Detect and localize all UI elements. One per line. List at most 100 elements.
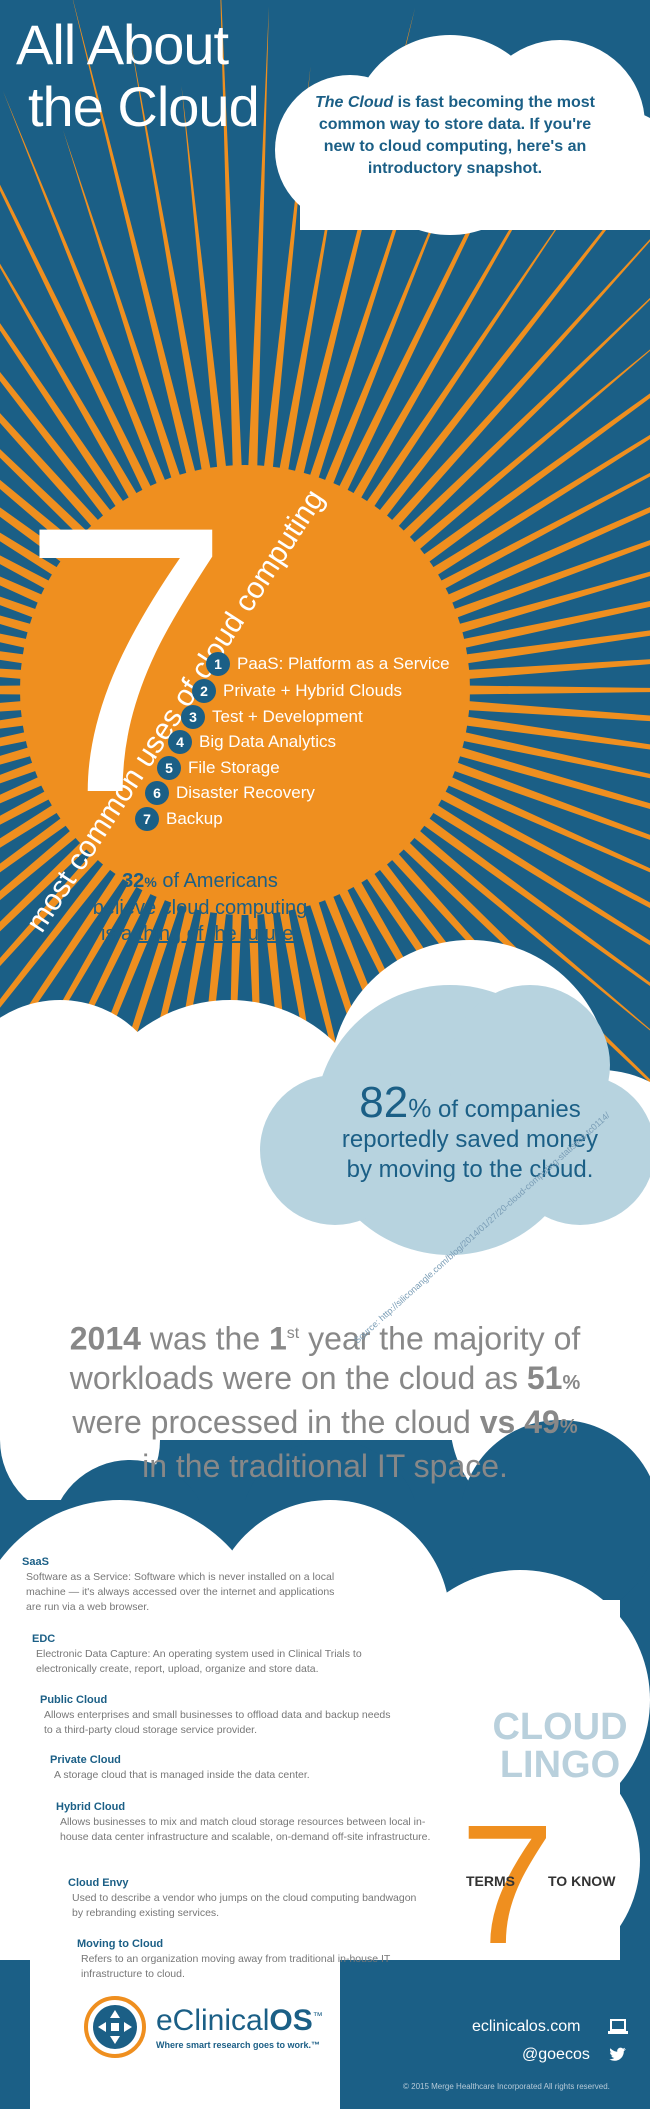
- main-title: All About the Cloud: [16, 13, 260, 138]
- workloads-stat: 2014 was the 1st year the majority of wo…: [60, 1314, 590, 1486]
- future-line-3: is a: [101, 923, 133, 945]
- term-name: Hybrid Cloud: [56, 1801, 126, 1813]
- savings-value: 82: [359, 1078, 409, 1127]
- sun-ray: [62, 129, 185, 492]
- use-label: Disaster Recovery: [176, 783, 315, 802]
- website-link[interactable]: eclinicalos.com: [472, 2018, 581, 2035]
- future-line-1: of Americans: [162, 870, 278, 892]
- use-number: 4: [168, 730, 192, 754]
- sun-ray: [3, 91, 171, 498]
- sun-ray: [0, 532, 70, 583]
- sun-ray: [449, 601, 650, 651]
- workloads-text-4: in the traditional IT space.: [142, 1447, 508, 1484]
- term-desc: Allows enterprises and small businesses …: [44, 1709, 391, 1736]
- workloads-first-sup: st: [286, 1325, 300, 1342]
- use-label: Test + Development: [212, 707, 363, 726]
- sun-ray: [420, 797, 650, 946]
- intro-body: is fast becoming the most common way to …: [318, 94, 596, 177]
- sun-ray: [412, 393, 650, 571]
- sun-ray: [0, 449, 98, 548]
- use-number: 2: [192, 679, 216, 703]
- use-item: 2 Private + Hybrid Clouds: [192, 679, 402, 703]
- sun-ray: [0, 184, 158, 504]
- term-name: Moving to Cloud: [77, 1938, 164, 1950]
- use-item: 7 Backup: [135, 807, 223, 831]
- savings-stat: 82% of companies reportedly saved money …: [300, 1081, 640, 1185]
- sun-ray: [72, 0, 199, 488]
- lingo-cloud: [0, 1500, 650, 2010]
- use-item: 1 PaaS: Platform as a Service: [206, 652, 450, 676]
- savings-unit: %: [408, 1093, 432, 1123]
- sun-ray: [402, 821, 650, 1031]
- workloads-it-percent: 49: [524, 1403, 560, 1440]
- sun-ray: [0, 797, 70, 848]
- copyright: © 2015 Merge Healthcare Incorporated All…: [403, 2082, 610, 2091]
- future-value: 32: [122, 870, 145, 892]
- sun-ray: [0, 821, 88, 901]
- sun-ray: [454, 685, 650, 695]
- term-entry: Moving to Cloud Refers to an organizatio…: [77, 1938, 437, 1982]
- savings-line-3: by moving to the cloud.: [346, 1156, 594, 1183]
- sun-ray: [392, 297, 650, 548]
- future-underline-text: thing of the future.: [137, 923, 299, 945]
- sun-ray: [220, 0, 243, 481]
- sun-ray: [0, 842, 108, 967]
- use-label: Private + Hybrid Clouds: [223, 681, 403, 700]
- brand-bold-text: OS: [269, 2004, 313, 2037]
- term-name: EDC: [32, 1633, 56, 1645]
- sun-ray: [247, 6, 269, 481]
- term-desc: Refers to an organization moving away fr…: [81, 1953, 391, 1980]
- sun-ray: [434, 506, 650, 609]
- sun-ray: [0, 323, 132, 519]
- use-label: PaaS: Platform as a Service: [237, 654, 450, 673]
- savings-line-1: of companies: [438, 1096, 581, 1123]
- use-item: 3 Test + Development: [181, 705, 363, 729]
- lingo-heading: CLOUD LINGO: [470, 1708, 650, 1784]
- laptop-icon: [608, 2019, 628, 2034]
- term-name: Public Cloud: [40, 1694, 108, 1706]
- sun-ray: [454, 659, 650, 680]
- logo-icon: [84, 1996, 146, 2058]
- sun-ray: [440, 540, 650, 623]
- workloads-cloud-unit: %: [562, 1371, 581, 1394]
- workloads-text-3: were processed in the cloud: [72, 1403, 471, 1440]
- term-entry: EDC Electronic Data Capture: An operatin…: [32, 1633, 362, 1677]
- title-line-2: the Cloud: [28, 75, 260, 138]
- term-entry: Hybrid Cloud Allows businesses to mix an…: [56, 1801, 436, 1845]
- twitter-bird-icon: [609, 2047, 626, 2061]
- use-item: 4 Big Data Analytics: [168, 730, 336, 754]
- workloads-text-2: year the majority of workloads were on t…: [69, 1320, 581, 1396]
- sun-ray: [129, 35, 214, 485]
- term-entry: Private Cloud A storage cloud that is ma…: [50, 1754, 380, 1783]
- savings-line-2: reportedly saved money: [341, 1126, 599, 1153]
- use-label: Big Data Analytics: [199, 732, 337, 751]
- use-item: 5 File Storage: [157, 756, 280, 780]
- term-name: SaaS: [22, 1556, 49, 1568]
- sun-ray: [434, 771, 650, 873]
- sun-ray: [382, 239, 650, 538]
- lingo-heading-line-2: LINGO: [499, 1744, 621, 1786]
- workloads-vs: vs: [479, 1403, 516, 1440]
- use-number: 6: [145, 781, 169, 805]
- twitter-link[interactable]: @goecos: [522, 2046, 590, 2063]
- use-number: 1: [206, 652, 230, 676]
- sun-ray: [358, 185, 585, 519]
- intro-cloud: [275, 35, 650, 235]
- brand-name: eClinicalOS™: [156, 2004, 323, 2038]
- term-desc: Software as a Service: Software which is…: [26, 1571, 335, 1613]
- sun-ray: [420, 434, 650, 583]
- future-line-2: believe cloud computing: [92, 897, 308, 919]
- brand-text: eClinical: [156, 2004, 270, 2037]
- sun-ray: [0, 263, 145, 511]
- to-know-label: TO KNOW: [548, 1873, 616, 1889]
- brand-trademark: ™: [312, 2011, 323, 2022]
- title-line-1: All About: [16, 13, 229, 76]
- term-entry: Public Cloud Allows enterprises and smal…: [40, 1694, 400, 1738]
- term-desc: A storage cloud that is managed inside t…: [54, 1769, 310, 1781]
- sun-ray: [0, 832, 98, 932]
- sun-disc: [20, 465, 470, 915]
- sun-ray: [181, 85, 228, 482]
- sun-ray: [0, 413, 108, 538]
- sun-ray: [452, 714, 650, 750]
